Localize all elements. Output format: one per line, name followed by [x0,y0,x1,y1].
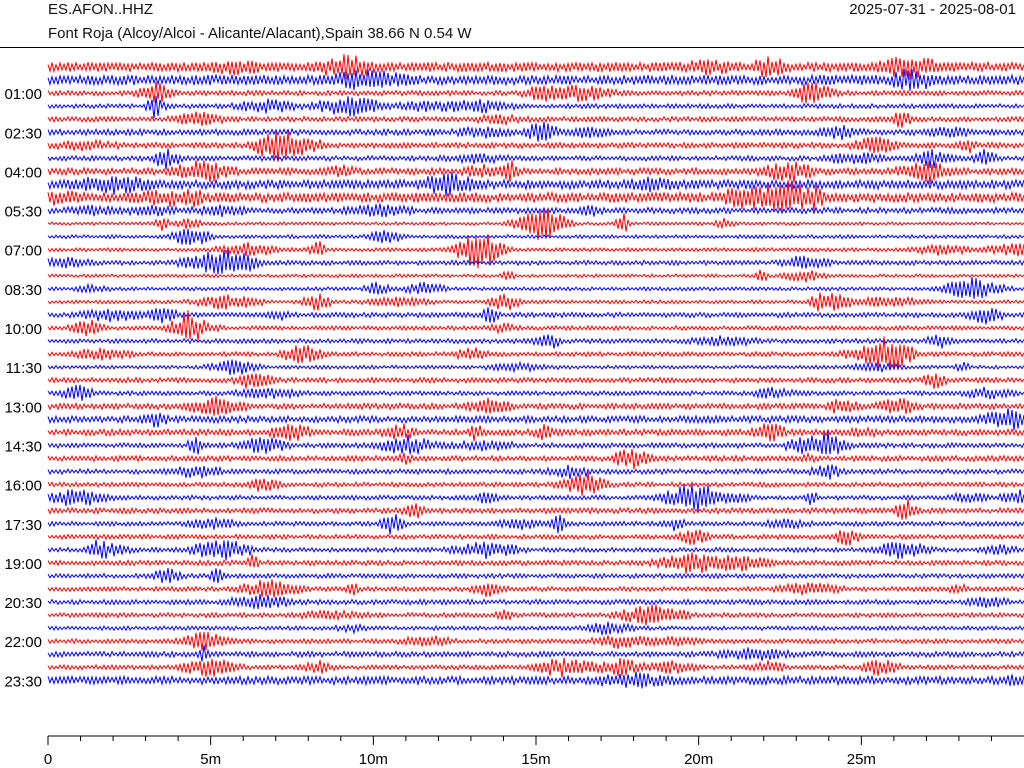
trace-row [47,292,1024,312]
trace-row [47,234,1024,269]
time-label: 23:30 [4,673,42,690]
trace-row [47,269,1024,283]
trace-row [47,384,1024,401]
time-label: 22:00 [4,634,42,651]
trace-row [47,552,1024,575]
time-label: 14:30 [4,439,42,456]
trace-row [47,645,1024,662]
trace-row [47,631,1024,651]
station-location: Font Roja (Alcoy/Alcoi - Alicante/Alacan… [48,25,472,42]
time-label: 08:30 [4,282,42,299]
trace-row [47,228,1024,246]
trace-row [47,148,1024,170]
trace-row [47,203,1024,218]
trace-row [47,359,1024,376]
time-label: 05:30 [4,204,42,221]
trace-row [47,579,1024,598]
trace-row [47,68,1024,91]
time-label: 19:00 [4,556,42,573]
trace-row [47,472,1024,496]
x-tick-label: 0 [44,751,52,768]
trace-row [47,395,1024,416]
time-label: 17:30 [4,517,42,534]
trace-row [47,499,1024,520]
trace-row [47,448,1024,470]
time-label: 13:00 [4,399,42,416]
time-label: 16:00 [4,478,42,495]
x-tick-label: 25m [847,751,876,768]
trace-row [47,464,1024,480]
x-tick-label: 15m [521,751,550,768]
time-label: 10:00 [4,321,42,338]
trace-row [47,529,1024,546]
trace-row [47,249,1024,275]
trace-row [47,336,1024,371]
time-label: 04:00 [4,164,42,181]
time-label: 02:30 [4,125,42,142]
trace-row [47,671,1024,689]
trace-row [47,307,1024,325]
trace-row [47,657,1024,678]
trace-row [47,207,1024,241]
trace-row [47,171,1024,197]
x-tick-label: 5m [200,751,221,768]
trace-row [47,54,1024,80]
time-label: 07:00 [4,243,42,260]
trace-row [47,567,1024,584]
trace-row [47,180,1024,211]
trace-row [47,95,1024,119]
trace-row [47,334,1024,349]
trace-row [47,81,1024,104]
trace-row [47,131,1024,163]
trace-row [47,594,1024,609]
time-label: 01:00 [4,86,42,103]
x-tick-label: 20m [684,751,713,768]
trace-row [47,111,1024,128]
trace-row [47,423,1024,442]
time-label: 11:30 [6,360,42,377]
station-code: ES.AFON..HHZ [48,1,154,18]
trace-row [47,408,1024,431]
trace-row [47,604,1024,626]
date-range: 2025-07-31 - 2025-08-01 [849,1,1016,18]
trace-row [47,513,1024,535]
header-divider [0,47,1024,48]
trace-row [47,621,1024,636]
trace-row [47,539,1024,561]
trace-row [47,121,1024,142]
trace-row [47,484,1024,512]
time-label: 20:30 [4,595,42,612]
trace-row [47,431,1024,455]
x-tick-label: 10m [359,751,388,768]
trace-row [47,310,1024,341]
trace-row [47,276,1024,299]
trace-row [47,160,1024,185]
trace-row [47,373,1024,389]
